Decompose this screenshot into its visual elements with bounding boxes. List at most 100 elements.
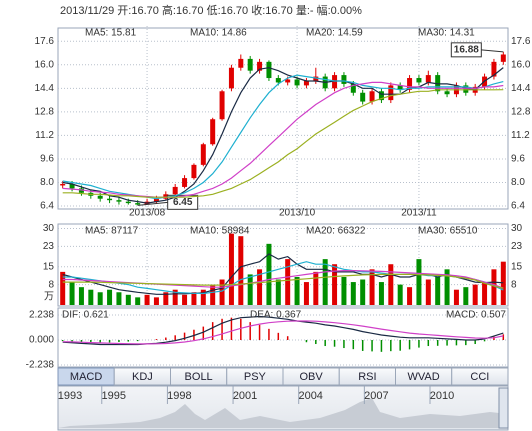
candle-body bbox=[257, 61, 263, 71]
candle-body bbox=[228, 67, 234, 89]
volume-bar bbox=[191, 292, 197, 305]
volume-bar bbox=[482, 282, 488, 305]
volume-bar bbox=[200, 289, 206, 305]
volume-bar bbox=[453, 289, 459, 305]
volume-bar bbox=[228, 233, 234, 305]
timeline-years: 1993 1995 1998 2001 2004 2007 2010 bbox=[57, 386, 454, 404]
tab[interactable] bbox=[451, 367, 509, 386]
y-tick-label: 6.4 bbox=[40, 201, 54, 212]
volume-frame bbox=[57, 223, 509, 307]
volume-bar bbox=[435, 276, 441, 305]
tab-label[interactable]: PSY bbox=[244, 371, 267, 383]
y-tick-label-right: 17.6 bbox=[511, 36, 531, 47]
candle-body bbox=[285, 79, 291, 83]
y-tick-label: 8 bbox=[48, 279, 54, 290]
candle-body bbox=[200, 144, 206, 165]
y-tick-label-right: 14.4 bbox=[511, 83, 531, 94]
annotation-leader bbox=[137, 201, 168, 206]
tab-label[interactable]: OBV bbox=[300, 371, 324, 383]
y-tick-label-right: 8 bbox=[511, 279, 517, 290]
volume-bar bbox=[500, 261, 506, 305]
x-tick-label: 2013/10 bbox=[279, 208, 316, 219]
candle-body bbox=[435, 75, 441, 92]
volume-bar bbox=[182, 294, 188, 305]
volume-bar bbox=[285, 259, 291, 305]
y-tick-label: 17.6 bbox=[35, 36, 55, 47]
volume-bar bbox=[491, 269, 497, 305]
candle-body bbox=[425, 75, 431, 83]
annotation-label: 16.88 bbox=[454, 44, 479, 55]
candle-body bbox=[266, 61, 272, 79]
macd-legend: MACD: 0.507 bbox=[446, 310, 506, 321]
candle-body bbox=[191, 164, 197, 179]
header-info: 2013/11/29 开:16.70 高:16.70 低:16.70 收:16.… bbox=[60, 3, 362, 17]
volume-bar bbox=[210, 284, 216, 305]
candle-body bbox=[350, 83, 356, 93]
candle-body bbox=[388, 85, 394, 101]
tab-label[interactable]: BOLL bbox=[185, 371, 213, 383]
volume-bar bbox=[69, 282, 75, 305]
annotation-label: 6.45 bbox=[173, 197, 193, 208]
volume-bar bbox=[97, 292, 103, 305]
volume-bar bbox=[332, 264, 338, 305]
volume-bar bbox=[153, 297, 159, 305]
volume-bar bbox=[116, 292, 122, 305]
candle-body bbox=[378, 91, 384, 101]
legend-entry: MA20: 66322 bbox=[306, 226, 366, 237]
y-tick-label: 9.6 bbox=[40, 154, 54, 165]
volume-bar bbox=[407, 287, 413, 305]
candle-body bbox=[125, 201, 131, 204]
tab-bar: MACD KDJ BOLL PSY OBV RSI WVAD CCI bbox=[57, 367, 509, 386]
volume-bar bbox=[88, 289, 94, 305]
y-tick-label: 23 bbox=[43, 241, 55, 252]
x-tick-label: 2013/08 bbox=[129, 208, 166, 219]
candle-body bbox=[491, 61, 497, 77]
y-tick-label: -2.238 bbox=[26, 360, 55, 371]
ma-line bbox=[62, 81, 504, 198]
candle-body bbox=[116, 200, 122, 202]
volume-bar bbox=[322, 259, 328, 305]
year-label: 2001 bbox=[233, 390, 257, 402]
volume-bar bbox=[416, 259, 422, 305]
candle-body bbox=[219, 91, 225, 120]
ma-line bbox=[62, 67, 504, 204]
annotation-box bbox=[450, 42, 482, 58]
tab-label[interactable]: RSI bbox=[358, 371, 376, 383]
y-unit: 万 bbox=[44, 292, 54, 303]
candle-body bbox=[313, 76, 319, 81]
volume-bar bbox=[369, 269, 375, 305]
volume-bar bbox=[275, 279, 281, 305]
volume-bar bbox=[303, 282, 309, 305]
year-label: 2007 bbox=[364, 390, 388, 402]
y-tick-label: 15 bbox=[43, 261, 55, 272]
tab-label[interactable]: CCI bbox=[470, 371, 489, 383]
annotation-leader bbox=[481, 49, 504, 53]
legend-entry: MA30: 14.31 bbox=[418, 28, 475, 39]
x-tick-label: 2013/11 bbox=[401, 208, 437, 219]
tab-label[interactable]: KDJ bbox=[132, 371, 153, 383]
candle-body bbox=[97, 195, 103, 199]
volume-bar bbox=[388, 264, 394, 305]
volume-bar bbox=[78, 287, 84, 305]
timeline-handle[interactable] bbox=[498, 387, 509, 429]
year-label: 1995 bbox=[102, 390, 126, 402]
ma-line bbox=[62, 315, 504, 346]
volume-bar bbox=[107, 289, 113, 305]
volume-bar bbox=[219, 279, 225, 305]
volume-bar bbox=[472, 284, 478, 305]
y-tick-label-right: 11.2 bbox=[511, 130, 530, 141]
y-tick-label-right: 6.4 bbox=[511, 201, 525, 212]
tab-label[interactable]: WVAD bbox=[408, 371, 440, 383]
y-tick-label: 30 bbox=[43, 223, 55, 234]
volume-bar bbox=[294, 276, 300, 305]
y-tick-label-right: 9.6 bbox=[511, 154, 525, 165]
volume-bar bbox=[238, 236, 244, 305]
annotation-box bbox=[167, 194, 199, 210]
volume-bar bbox=[144, 294, 150, 305]
candle-body bbox=[444, 91, 450, 95]
volume-bar bbox=[341, 276, 347, 305]
volume-bar bbox=[163, 292, 169, 305]
tab-label[interactable]: MACD bbox=[70, 371, 102, 383]
